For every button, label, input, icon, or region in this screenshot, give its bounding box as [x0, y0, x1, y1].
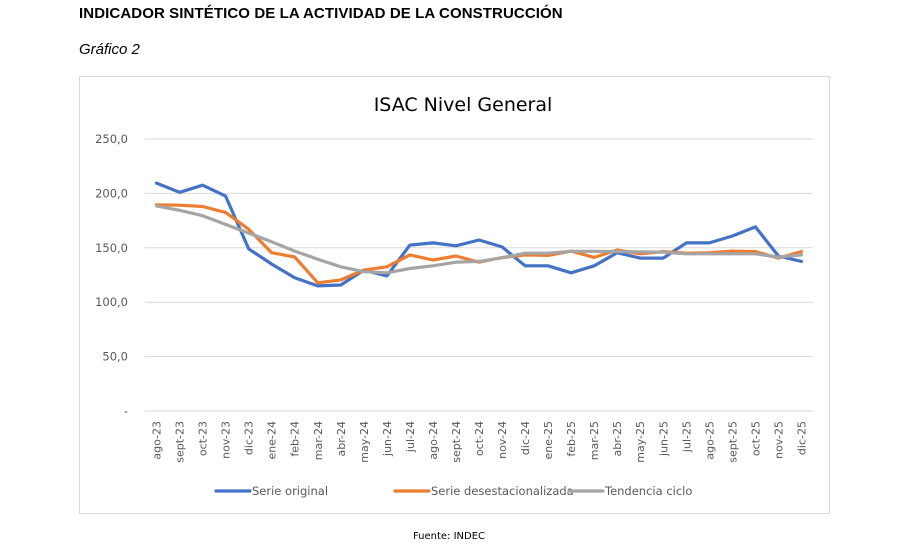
- x-tick-label: sept-23: [174, 421, 187, 463]
- y-tick-label: 250,0: [95, 132, 128, 146]
- x-tick-label: jun-24: [381, 421, 394, 457]
- y-axis-tick-labels: - 50,0 100,0 150,0 200,0 250,0: [95, 132, 128, 418]
- y-tick-label: 150,0: [95, 241, 128, 255]
- series-line-serie-original: [154, 181, 804, 288]
- y-tick-label: 200,0: [95, 186, 128, 200]
- x-tick-label: abr-24: [335, 421, 348, 457]
- x-tick-label: may-25: [634, 421, 647, 463]
- x-tick-label: ene-24: [266, 421, 279, 459]
- y-tick-label: 100,0: [95, 295, 128, 309]
- x-tick-label: ago-25: [703, 421, 716, 460]
- x-tick-label: mar-24: [312, 421, 325, 460]
- y-tick-label: -: [124, 404, 128, 418]
- x-tick-label: oct-23: [197, 421, 210, 456]
- x-tick-label: jun-25: [657, 421, 670, 457]
- chart-title: ISAC Nivel General: [374, 94, 553, 116]
- chart-frame: ISAC Nivel General - 50,0 100,0 150,0 200,0 2…: [79, 76, 830, 514]
- x-tick-label: oct-25: [749, 421, 762, 456]
- x-tick-label: jul-24: [404, 421, 417, 453]
- series-line-tendencia-ciclo: [154, 204, 804, 275]
- source-note: Fuente: INDEC: [412, 531, 486, 542]
- x-tick-label: feb-24: [289, 421, 302, 457]
- chart-legend: Serie original Serie desestacionalizada Te…: [214, 484, 692, 498]
- legend-label-serie-original: Serie original: [252, 484, 328, 498]
- x-tick-label: dic-24: [519, 421, 532, 455]
- x-tick-label: dic-23: [243, 421, 256, 455]
- y-tick-label: 50,0: [102, 350, 128, 364]
- x-tick-label: ago-24: [427, 421, 440, 460]
- x-tick-label: nov-24: [496, 421, 509, 459]
- legend-label-serie-desestacionalizada: Serie desestacionalizada: [431, 484, 574, 498]
- x-tick-label: nov-23: [220, 421, 233, 459]
- x-tick-label: may-24: [358, 421, 371, 463]
- x-tick-label: ago-23: [151, 421, 164, 460]
- x-tick-label: sept-24: [450, 421, 463, 463]
- x-tick-label: jul-25: [680, 421, 693, 453]
- x-tick-label: mar-25: [588, 421, 601, 460]
- series-lines: [154, 181, 804, 288]
- chart-caption: Gráfico 2: [79, 41, 140, 58]
- x-tick-label: feb-25: [565, 421, 578, 457]
- x-tick-label: ene-25: [542, 421, 555, 459]
- gridlines: [145, 138, 813, 412]
- x-tick-label: abr-25: [611, 421, 624, 457]
- isac-line-chart: ISAC Nivel General - 50,0 100,0 150,0 200,0 2…: [95, 94, 813, 498]
- x-axis-tick-labels: ago-23 sept-23 oct-23 nov-23 dic-23 ene-24 feb…: [151, 421, 809, 463]
- x-tick-label: nov-25: [772, 421, 785, 459]
- x-tick-label: sept-25: [726, 421, 739, 463]
- x-tick-label: dic-25: [795, 421, 808, 455]
- document-heading: INDICADOR SINTÉTICO DE LA ACTIVIDAD DE L…: [79, 5, 563, 22]
- x-tick-label: oct-24: [473, 421, 486, 456]
- legend-label-tendencia-ciclo: Tendencia ciclo: [604, 484, 692, 498]
